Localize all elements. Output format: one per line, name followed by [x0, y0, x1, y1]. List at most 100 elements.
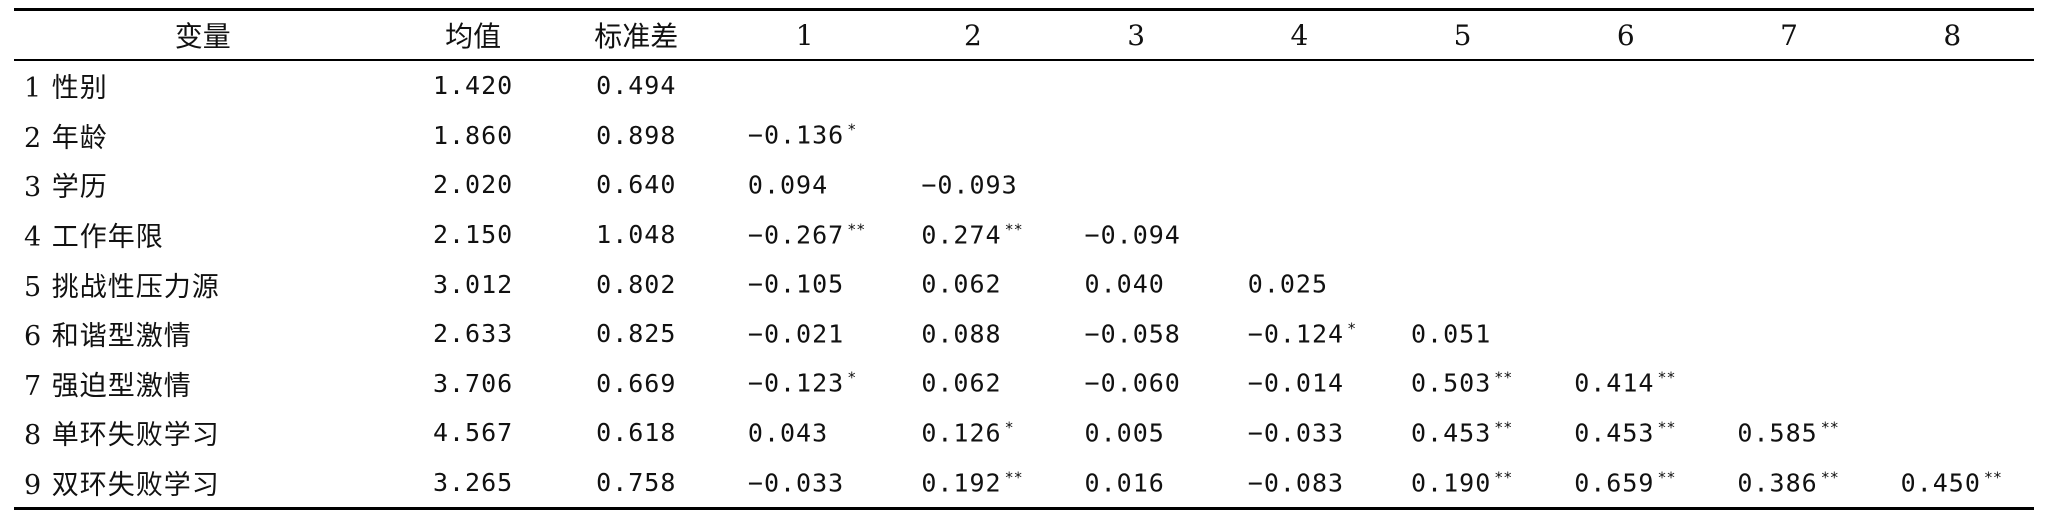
correlation-value: −0.033	[747, 468, 845, 498]
column-header: 2	[964, 18, 982, 52]
correlation-cell	[1707, 210, 1870, 260]
correlation-value: 0.043	[747, 418, 829, 448]
correlation-value-group: 0.062	[921, 270, 1001, 299]
correlation-value-group: 0.414 **	[1574, 369, 1675, 398]
correlation-value: 0.088	[921, 319, 1002, 349]
correlation-cell	[1871, 111, 2034, 161]
column-header: 7	[1780, 18, 1798, 52]
correlation-cell: 0.503 **	[1381, 359, 1544, 409]
correlation-cell	[1381, 160, 1544, 210]
correlation-value: −0.267	[747, 220, 845, 250]
correlation-cell: 0.659 **	[1544, 458, 1707, 509]
sd-cell: 0.758	[596, 468, 677, 498]
column-header: 8	[1943, 18, 1962, 52]
correlation-cell: 0.453 **	[1544, 408, 1707, 458]
sd-cell: 0.825	[596, 319, 677, 349]
significance-marker: *	[1004, 418, 1014, 437]
correlation-cell: −0.267 **	[718, 210, 891, 260]
table-row: 6 和谐型激情 2.633 0.825 −0.021 0.088 −0.058 −0.124…	[14, 309, 2034, 359]
table-row: 1 性别 1.420 0.494	[14, 60, 2034, 111]
correlation-cell: −0.105	[718, 259, 891, 309]
significance-marker: *	[847, 368, 857, 387]
correlation-value: −0.014	[1247, 368, 1345, 398]
correlation-value-group: 0.051	[1411, 319, 1491, 348]
correlation-value: 0.126	[921, 418, 1002, 448]
correlation-cell	[1707, 259, 1870, 309]
correlation-value: 0.094	[747, 170, 829, 200]
correlation-cell	[1707, 160, 1870, 210]
correlation-cell: −0.093	[891, 160, 1054, 210]
correlation-value: −0.058	[1084, 319, 1181, 349]
correlation-value: 0.192	[921, 468, 1002, 498]
correlation-cell: −0.033	[718, 458, 891, 509]
correlation-value: 0.062	[921, 368, 1002, 398]
correlation-value-group: 0.450 **	[1901, 468, 2002, 497]
correlation-value-group: 0.585 **	[1737, 418, 1838, 447]
correlation-value: 0.659	[1574, 468, 1655, 498]
mean-cell: 3.265	[432, 468, 514, 498]
correlation-cell	[1218, 160, 1381, 210]
correlation-value: 0.274	[921, 220, 1002, 250]
mean-cell: 1.420	[432, 71, 514, 101]
correlation-value-group: −0.093	[921, 170, 1017, 199]
correlation-cell: 0.051	[1381, 309, 1544, 359]
correlation-cell	[1381, 111, 1544, 161]
table-row: 8 单环失败学习 4.567 0.618 0.043 0.126 * 0.005 −0.033…	[14, 408, 2034, 458]
variable-name-cell: 4 工作年限	[24, 222, 164, 254]
correlation-cell	[1055, 111, 1218, 161]
correlation-value: 0.051	[1410, 319, 1492, 349]
correlation-value: 0.450	[1900, 468, 1981, 498]
correlation-value-group: 0.016	[1085, 468, 1165, 497]
correlation-value: −0.033	[1247, 418, 1345, 448]
correlation-value-group: −0.094	[1085, 220, 1181, 249]
correlation-value: 0.016	[1084, 468, 1165, 498]
correlation-cell: 0.450 **	[1871, 458, 2034, 509]
correlation-cell	[1707, 309, 1870, 359]
column-header: 变量	[174, 20, 231, 53]
correlation-cell	[1218, 60, 1381, 111]
correlation-cell	[1544, 111, 1707, 161]
column-header: 5	[1453, 18, 1472, 52]
column-header: 均值	[445, 20, 502, 53]
mean-cell: 2.633	[432, 319, 514, 349]
correlation-value-group: 0.040	[1085, 270, 1165, 299]
sd-cell: 0.494	[596, 71, 677, 101]
table-row: 9 双环失败学习 3.265 0.758 −0.033 0.192 ** 0.016 −0.0…	[14, 458, 2034, 509]
significance-marker: **	[1820, 418, 1839, 437]
correlation-cell	[1544, 309, 1707, 359]
significance-marker: **	[1494, 467, 1513, 486]
correlation-value: −0.093	[921, 170, 1018, 200]
table-row: 4 工作年限 2.150 1.048 −0.267 ** 0.274 ** −0.094	[14, 210, 2034, 260]
mean-cell: 1.860	[432, 120, 514, 150]
correlation-value: −0.123	[747, 369, 845, 399]
correlation-value: −0.060	[1084, 368, 1181, 398]
significance-marker: **	[1494, 418, 1513, 437]
table-header-row: 变量 均值 标准差 1 2 3 4 5 6 7 8	[14, 9, 2034, 60]
correlation-value: 0.414	[1574, 369, 1655, 399]
variable-name-cell: 9 双环失败学习	[24, 470, 220, 502]
correlation-value-group: −0.267 **	[748, 220, 865, 249]
correlation-cell: −0.124 *	[1218, 309, 1381, 359]
sd-cell: 0.898	[596, 120, 677, 150]
column-header: 6	[1616, 18, 1635, 52]
correlation-value-group: 0.192 **	[921, 468, 1022, 497]
correlation-cell: −0.136 *	[718, 111, 891, 161]
correlation-cell: 0.453 **	[1381, 408, 1544, 458]
correlation-value-group: 0.005	[1085, 418, 1165, 447]
sd-cell: 0.618	[596, 418, 677, 448]
correlation-value-group: −0.058	[1085, 319, 1181, 348]
correlation-cell: 0.025	[1218, 259, 1381, 309]
correlation-cell: 0.062	[891, 259, 1054, 309]
correlation-cell: −0.058	[1055, 309, 1218, 359]
correlation-cell: 0.088	[891, 309, 1054, 359]
correlation-cell: −0.014	[1218, 359, 1381, 409]
significance-marker: **	[1657, 418, 1676, 437]
mean-cell: 3.706	[432, 368, 514, 398]
correlation-value: −0.105	[747, 269, 845, 299]
correlation-cell	[1218, 210, 1381, 260]
correlation-value: 0.062	[921, 269, 1002, 299]
correlation-cell	[1871, 210, 2034, 260]
significance-marker: **	[1657, 368, 1676, 387]
correlation-value: 0.025	[1247, 269, 1329, 299]
correlation-table: 变量 均值 标准差 1 2 3 4 5 6 7 8 1 性别 1.420 0.494 2 年龄 1.860 0…	[14, 8, 2034, 510]
